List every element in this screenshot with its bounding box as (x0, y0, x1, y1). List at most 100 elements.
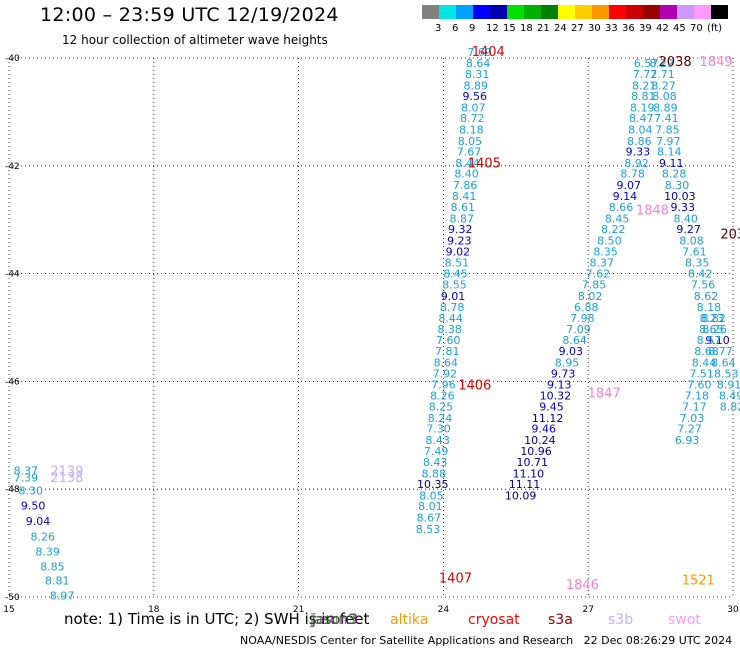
x-tick-label: 15 (3, 605, 14, 615)
wave-height-label: 8.38 (437, 323, 462, 336)
wave-height-label: 9.46 (532, 423, 557, 436)
wave-height-label: 8.44 (692, 356, 717, 369)
wave-height-label: 8.37 (14, 465, 39, 478)
wave-height-label: 8.57 (697, 334, 722, 347)
wave-height-label: 8.22 (601, 223, 626, 236)
wave-height-label: 8.45 (443, 267, 468, 280)
wave-height-label: 8.45 (605, 212, 630, 225)
y-tick-label: -48 (5, 485, 20, 495)
wave-height-label: 7.71 (650, 68, 675, 81)
wave-height-label: 10.03 (664, 190, 696, 203)
wave-height-label: 8.07 (461, 101, 486, 114)
wave-height-label: 8.40 (454, 168, 479, 181)
wave-height-label: 8.64 (562, 334, 587, 347)
wave-height-label: 8.43 (423, 456, 448, 469)
wave-height-label: 9.14 (613, 190, 638, 203)
chart-title: 12:00 – 23:59 UTC 12/19/2024 (40, 4, 339, 26)
wave-height-label: 8.77 (708, 345, 733, 358)
wave-height-label: 8.61 (450, 201, 475, 214)
wave-height-label: 11.11 (509, 478, 541, 491)
wave-height-label: 8.14 (657, 146, 682, 159)
color-swatch (626, 5, 643, 19)
color-bar-label: 21 (537, 23, 550, 34)
wave-height-label: 8.29 (649, 57, 674, 70)
wave-height-label: 8.92 (624, 157, 649, 170)
wave-height-label: 7.56 (691, 279, 716, 292)
wave-height-label: 8.26 (702, 323, 727, 336)
pass-id-label: 2039 (720, 228, 740, 243)
wave-height-label: 7.17 (682, 401, 707, 414)
wave-height-label: 10.24 (524, 434, 556, 447)
color-swatch (558, 5, 575, 19)
color-swatch (575, 5, 592, 19)
footer-credit: NOAA/NESDIS Center for Satellite Applica… (240, 634, 733, 647)
wave-height-label: 8.02 (578, 290, 603, 303)
pass-id-label: 2038 (659, 55, 692, 70)
wave-height-label: 7.60 (687, 378, 712, 391)
wave-height-label: 9.02 (446, 245, 471, 258)
wave-height-label: 9.04 (26, 515, 51, 528)
wave-height-points: 7.698.648.318.899.568.078.728.188.057.67… (14, 46, 740, 603)
wave-height-label: 9.07 (616, 179, 641, 192)
wave-height-label: 8.39 (35, 545, 60, 558)
color-bar-label: 39 (639, 23, 652, 34)
wave-height-label: 7.97 (656, 135, 681, 148)
wave-height-label: 8.05 (458, 135, 483, 148)
wave-height-label: 8.50 (597, 234, 622, 247)
wave-height-label: 7.98 (570, 312, 595, 325)
pass-annotations: 1404 1405 1406 1407 1846 1847 1848 1849 2038 2039… (50, 45, 740, 593)
wave-height-label: 8.08 (679, 234, 704, 247)
wave-height-label: 7.49 (424, 445, 449, 458)
wave-height-label: 8.44 (455, 157, 480, 170)
wave-height-label: 8.65 (699, 323, 724, 336)
wave-height-label: 7.72 (633, 68, 658, 81)
chart-axes: 15 18 21 24 27 30 -40 -42 -44 -46 -48 -50 (3, 54, 739, 615)
color-swatch (439, 5, 456, 19)
wave-height-label: 7.81 (435, 345, 460, 358)
satellite-altika: altika (390, 612, 429, 628)
wave-height-label: 7.60 (436, 334, 461, 347)
y-tick-label: -40 (5, 54, 20, 64)
pass-id-label: 2138 (50, 471, 83, 486)
wave-height-label: 6.93 (675, 434, 700, 447)
wave-height-label: 8.30 (18, 485, 43, 498)
color-swatch (473, 5, 490, 19)
wave-height-label: 8.28 (662, 168, 687, 181)
wave-height-label: 7.39 (14, 472, 39, 485)
color-bar-label: 36 (622, 23, 635, 34)
wave-height-label: 8.78 (620, 168, 645, 181)
wave-height-label: 8.35 (685, 257, 710, 270)
color-bar-label: 30 (588, 23, 601, 34)
wave-height-label: 6.88 (574, 301, 599, 314)
wave-height-label: 8.30 (665, 179, 690, 192)
wave-height-label: 8.05 (419, 489, 444, 502)
y-tick-label: -46 (5, 377, 20, 387)
wave-height-label: 7.85 (655, 123, 680, 136)
wave-height-label: 9.56 (463, 90, 488, 103)
wave-height-label: 8.68 (694, 345, 719, 358)
wave-height-label: 7.69 (467, 46, 492, 59)
x-tick-label: 18 (148, 605, 160, 615)
wave-height-label: 8.24 (428, 412, 453, 425)
wave-height-label: 8.18 (459, 123, 484, 136)
wave-height-label: 9.32 (448, 223, 473, 236)
wave-height-label: 9.50 (21, 500, 46, 513)
y-tick-label: -50 (5, 593, 20, 603)
y-tick-label: -42 (5, 162, 20, 172)
wave-height-label: 8.40 (673, 212, 698, 225)
wave-height-label: 8.67 (417, 512, 442, 525)
pass-id-label: 1848 (636, 203, 669, 218)
satellite-cryosat: cryosat (468, 612, 520, 628)
pass-id-label: 1847 (588, 387, 621, 402)
color-swatch (524, 5, 541, 19)
wave-height-label: 9.33 (626, 146, 651, 159)
wave-height-label: 7.41 (654, 112, 679, 125)
color-swatch (609, 5, 626, 19)
wave-height-label: 9.23 (447, 234, 472, 247)
x-tick-label: 24 (438, 605, 450, 615)
wave-height-label: 8.97 (50, 590, 75, 603)
color-swatch (490, 5, 507, 19)
wave-height-label: 8.37 (589, 257, 614, 270)
note-text: note: 1) Time is in UTC; 2) SWH is in fe… (64, 610, 370, 628)
